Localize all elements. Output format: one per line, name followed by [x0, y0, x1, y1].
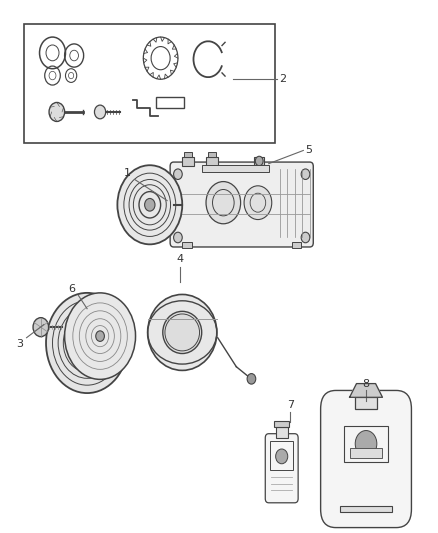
Text: 8: 8	[363, 379, 370, 389]
Bar	[184, 151, 192, 157]
Circle shape	[80, 335, 94, 351]
Bar	[355, 397, 377, 409]
Circle shape	[145, 198, 155, 211]
Bar	[274, 421, 290, 427]
FancyBboxPatch shape	[265, 434, 298, 503]
Text: 3: 3	[17, 340, 24, 349]
Circle shape	[95, 105, 106, 119]
Circle shape	[173, 232, 182, 243]
Circle shape	[206, 182, 240, 224]
Circle shape	[276, 449, 288, 464]
FancyBboxPatch shape	[321, 391, 411, 528]
Bar	[340, 506, 392, 512]
Bar	[276, 427, 288, 438]
Text: 5: 5	[305, 146, 312, 156]
Text: 6: 6	[68, 285, 75, 294]
Circle shape	[33, 318, 49, 337]
Ellipse shape	[46, 293, 128, 393]
Bar	[208, 151, 216, 157]
Ellipse shape	[163, 311, 202, 353]
Circle shape	[244, 186, 272, 220]
Bar	[202, 165, 269, 172]
Bar	[182, 241, 192, 248]
Bar	[25, 24, 275, 142]
Circle shape	[173, 169, 182, 180]
Bar	[182, 157, 194, 166]
Bar	[350, 448, 382, 458]
Bar	[344, 426, 388, 462]
Circle shape	[301, 232, 310, 243]
Circle shape	[49, 102, 65, 122]
Circle shape	[355, 431, 377, 457]
Text: 2: 2	[279, 74, 286, 84]
Polygon shape	[350, 384, 382, 397]
FancyBboxPatch shape	[170, 162, 313, 247]
Text: 7: 7	[287, 400, 294, 410]
Bar	[270, 441, 293, 470]
Bar	[292, 241, 301, 248]
Bar	[156, 96, 184, 108]
Circle shape	[247, 374, 256, 384]
Circle shape	[65, 293, 135, 379]
Ellipse shape	[148, 294, 217, 370]
Bar	[254, 157, 264, 165]
Text: 1: 1	[124, 168, 131, 178]
Circle shape	[255, 156, 263, 166]
Text: 4: 4	[177, 254, 184, 264]
Bar	[206, 157, 218, 166]
Circle shape	[96, 331, 104, 342]
Circle shape	[301, 169, 310, 180]
Circle shape	[117, 165, 182, 244]
